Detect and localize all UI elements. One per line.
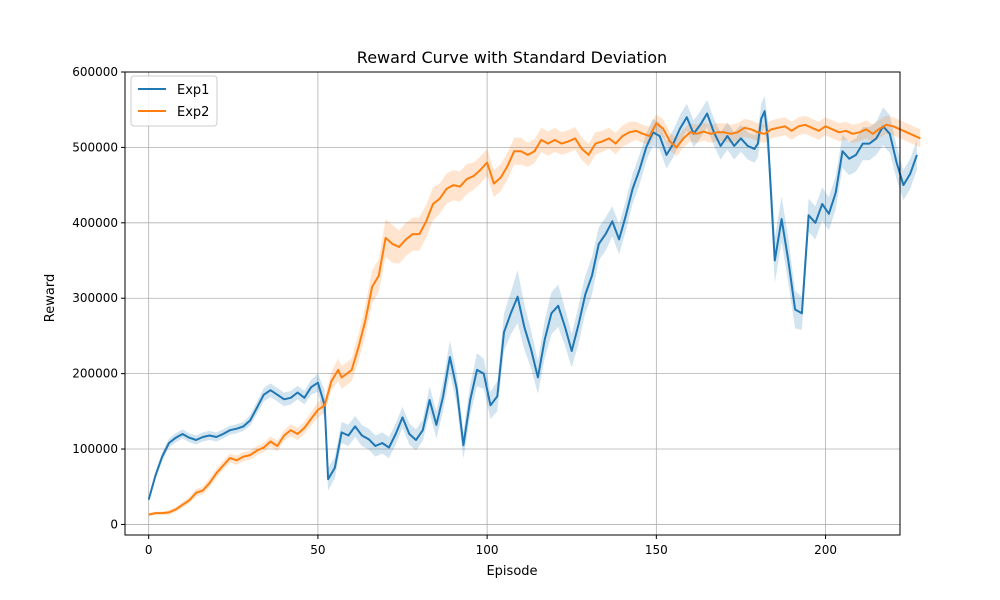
x-axis-ticks: 0 50 100 150 200 (145, 535, 837, 557)
series-lines (147, 110, 921, 516)
x-axis-label: Episode (486, 564, 537, 579)
y-tick-label: 500000 (72, 140, 118, 154)
y-tick-label: 0 (110, 517, 118, 531)
x-tick-label: 0 (145, 543, 153, 557)
x-tick-label: 200 (814, 543, 837, 557)
x-tick-label: 50 (310, 543, 325, 557)
y-tick-label: 400000 (72, 216, 118, 230)
series-line-exp2 (148, 122, 921, 516)
x-tick-label: 150 (645, 543, 668, 557)
legend: Exp1 Exp2 (130, 75, 218, 127)
y-tick-label: 200000 (72, 367, 118, 381)
chart-title: Reward Curve with Standard Deviation (357, 48, 667, 67)
y-axis-label: Reward (43, 274, 58, 322)
legend-label-exp1: Exp1 (177, 83, 209, 98)
y-tick-label: 100000 (72, 442, 118, 456)
x-tick-label: 100 (476, 543, 499, 557)
y-axis-ticks: 0 100000 200000 300000 400000 500000 600000 (72, 65, 125, 531)
legend-label-exp2: Exp2 (177, 105, 209, 120)
plot-frame (124, 71, 901, 536)
grid-lines (125, 71, 900, 535)
y-tick-label: 300000 (72, 291, 118, 305)
y-tick-label: 600000 (72, 65, 118, 79)
series-line-exp1 (147, 110, 918, 500)
